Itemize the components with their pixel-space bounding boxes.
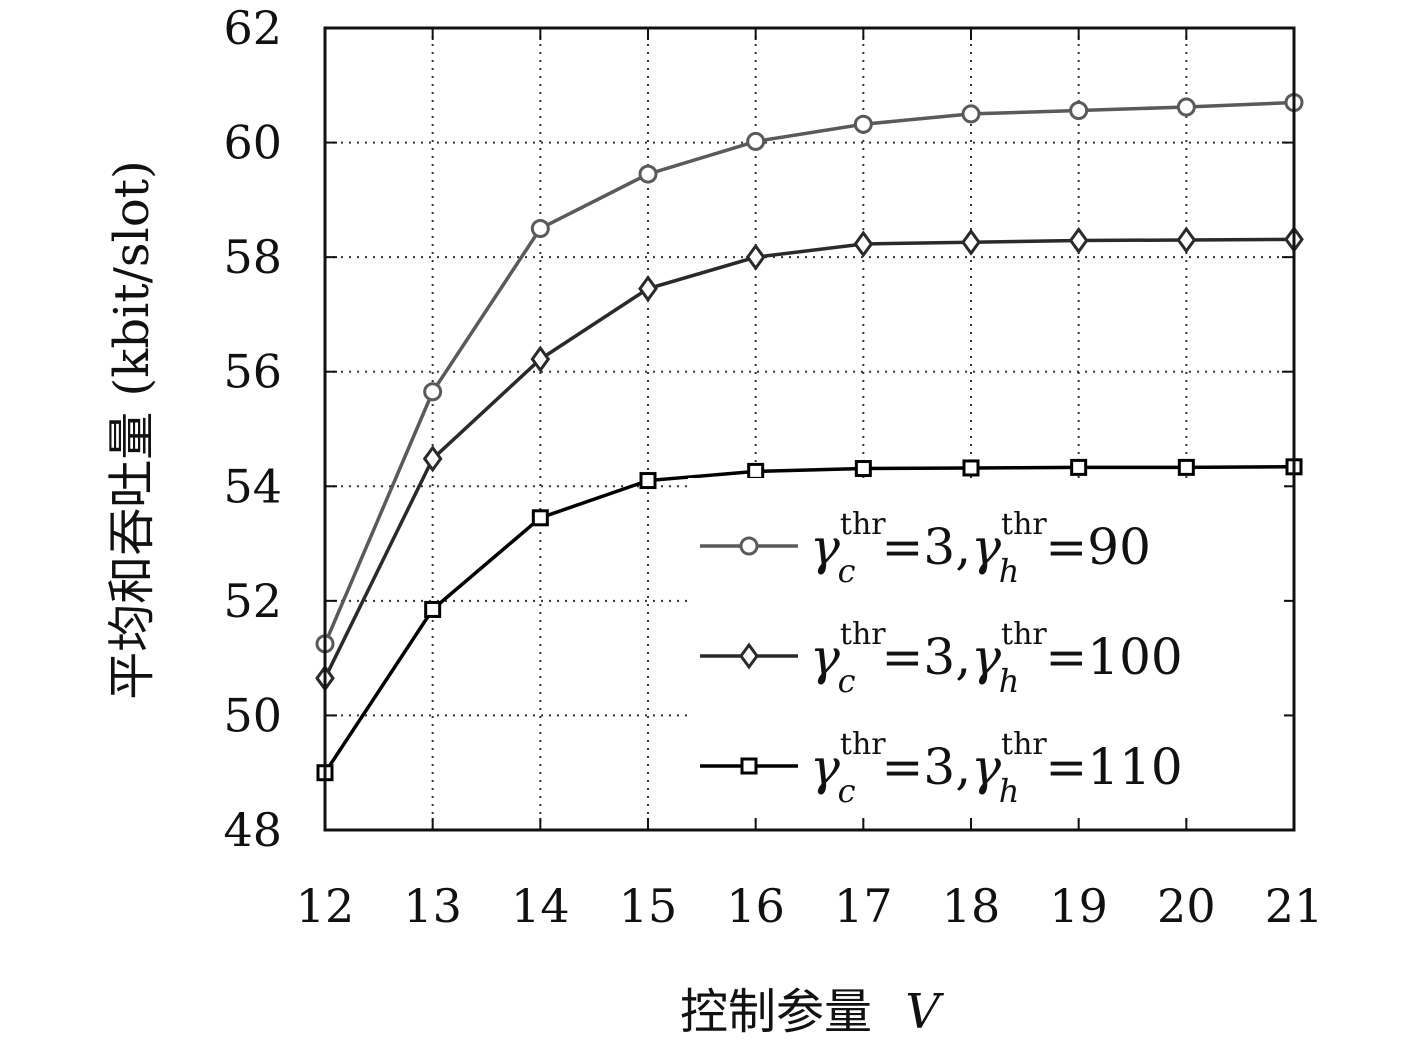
legend-token: c bbox=[838, 552, 856, 590]
data-point-square bbox=[1177, 458, 1195, 476]
legend-token: =3, bbox=[882, 738, 972, 796]
legend-token: =100 bbox=[1045, 628, 1182, 686]
x-tick-label: 19 bbox=[1049, 879, 1108, 933]
legend-marker-circle bbox=[739, 536, 759, 556]
data-point-circle bbox=[961, 104, 981, 124]
data-point-square bbox=[424, 600, 442, 618]
y-tick-label: 60 bbox=[223, 116, 282, 170]
data-point-diamond bbox=[530, 345, 551, 373]
data-point-diamond bbox=[853, 230, 874, 258]
legend-token: =3, bbox=[882, 628, 972, 686]
x-tick-label: 12 bbox=[296, 879, 355, 933]
data-point-circle bbox=[530, 219, 550, 238]
legend-token: =90 bbox=[1045, 518, 1151, 576]
data-point-square bbox=[747, 462, 765, 480]
data-point-diamond bbox=[1068, 226, 1089, 255]
legend-token: thr bbox=[840, 617, 886, 652]
data-point-diamond bbox=[422, 445, 443, 473]
x-tick-label: 13 bbox=[403, 879, 462, 933]
legend-token: γ bbox=[971, 628, 1001, 686]
y-axis-label: 平均和吞吐量 (kbit/slot) bbox=[104, 160, 160, 700]
x-tick-label: 17 bbox=[834, 879, 893, 933]
x-tick-label: 16 bbox=[726, 879, 785, 933]
series-line bbox=[323, 100, 1295, 645]
legend-marker-diamond bbox=[739, 642, 759, 670]
data-point-diamond bbox=[638, 275, 658, 303]
data-point-diamond bbox=[1176, 226, 1197, 254]
series-layer bbox=[315, 92, 1304, 782]
y-tick-label: 62 bbox=[223, 1, 282, 55]
data-point-diamond bbox=[961, 228, 981, 256]
y-tick-label: 48 bbox=[223, 803, 282, 857]
legend-entry-text: γthr c =3,γthr h =100 bbox=[810, 617, 1183, 700]
series-diamond bbox=[315, 225, 1304, 692]
x-axis-label-text: 控制参量 bbox=[680, 984, 872, 1040]
series-circle bbox=[315, 92, 1304, 654]
tick-labels: 12 13 14 15 16 17 18 19 20 21 48 50 52 54 56 58 60 62 bbox=[223, 1, 1323, 933]
legend-token: thr bbox=[1001, 507, 1047, 542]
legend-token: γ bbox=[810, 628, 840, 686]
y-tick-label: 52 bbox=[223, 574, 282, 628]
legend-token: =110 bbox=[1045, 738, 1182, 796]
data-point-square bbox=[1070, 458, 1088, 476]
x-axis-label-var: V bbox=[905, 984, 944, 1040]
legend-token: thr bbox=[840, 507, 886, 542]
data-point-square bbox=[854, 460, 872, 478]
legend-token: =3, bbox=[882, 518, 972, 576]
x-tick-label: 15 bbox=[619, 879, 678, 933]
legend-background bbox=[688, 478, 1284, 818]
legend-entry-text: γthr c =3,γthr h =110 bbox=[810, 727, 1183, 810]
series-square bbox=[316, 458, 1303, 782]
plot-frame bbox=[323, 26, 1296, 832]
legend-token: γ bbox=[971, 518, 1001, 576]
x-tick-label: 14 bbox=[511, 879, 570, 933]
series-line bbox=[323, 237, 1295, 679]
legend-entry-text: γthr c =3,γthr h =90 bbox=[810, 507, 1151, 590]
legend-token: thr bbox=[1001, 617, 1047, 652]
legend-token: h bbox=[999, 552, 1020, 590]
legend-token: γ bbox=[971, 738, 1001, 796]
x-tick-label: 18 bbox=[942, 879, 1001, 933]
legend-token: c bbox=[838, 772, 856, 810]
legend-token: γ bbox=[810, 738, 840, 796]
data-point-diamond bbox=[745, 243, 766, 271]
legend-token: γ bbox=[810, 518, 840, 576]
data-point-circle bbox=[1176, 97, 1196, 117]
x-tick-label: 20 bbox=[1157, 879, 1216, 933]
data-point-circle bbox=[1069, 100, 1089, 120]
y-tick-label: 50 bbox=[223, 688, 282, 742]
legend-token: thr bbox=[1001, 727, 1047, 762]
data-point-circle bbox=[638, 164, 658, 184]
x-axis-label: 控制参量 V bbox=[680, 984, 944, 1040]
y-tick-label: 58 bbox=[223, 230, 282, 284]
legend-token: c bbox=[838, 662, 856, 700]
legend-marker-square bbox=[740, 757, 758, 775]
data-point-circle bbox=[853, 114, 873, 134]
y-tick-label: 54 bbox=[223, 459, 282, 513]
series-line bbox=[323, 465, 1295, 774]
y-tick-label: 56 bbox=[223, 345, 282, 399]
data-point-circle bbox=[746, 131, 766, 151]
data-point-square bbox=[531, 509, 549, 527]
legend-token: h bbox=[999, 772, 1020, 810]
legend-token: thr bbox=[840, 727, 886, 762]
x-tick-label: 21 bbox=[1265, 879, 1324, 933]
data-point-square bbox=[639, 472, 657, 490]
data-point-square bbox=[962, 459, 980, 477]
data-point-circle bbox=[423, 382, 443, 402]
legend-token: h bbox=[999, 662, 1020, 700]
